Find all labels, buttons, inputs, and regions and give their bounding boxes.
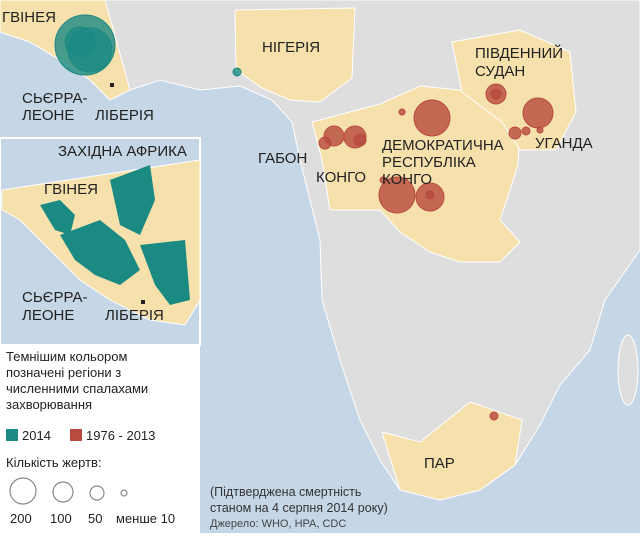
- legend-label: 2014: [22, 428, 51, 443]
- country-label: ПАР: [424, 455, 455, 472]
- country-label: ЛЕОНЕ: [22, 107, 74, 124]
- region: [60, 220, 140, 285]
- inset-label: ГВІНЕЯ: [44, 181, 98, 198]
- country-label: НІГЕРІЯ: [262, 39, 320, 56]
- note: станом на 4 серпня 2014 року): [210, 501, 388, 515]
- region: [40, 200, 75, 235]
- note: (Підтверджена смертність: [210, 485, 361, 499]
- outbreak-circle: [413, 99, 451, 137]
- outbreak-circle: [490, 88, 502, 100]
- outbreak-circle: [522, 97, 554, 129]
- size-circle: [9, 477, 37, 505]
- outbreak-circle: [536, 126, 544, 134]
- outbreak-circle: [508, 126, 522, 140]
- legend-label: 1976 - 2013: [86, 428, 155, 443]
- country-label: КОНГО: [382, 171, 432, 188]
- country-label: СУДАН: [475, 63, 525, 80]
- country-label: ГАБОН: [258, 150, 307, 167]
- country-label: ГВІНЕЯ: [2, 9, 56, 26]
- legend-description: захворювання: [6, 397, 92, 412]
- country-label: КОНГО: [316, 169, 366, 186]
- legend: [0, 345, 200, 533]
- outbreak-circles: [54, 14, 554, 421]
- outbreak-circle: [379, 176, 387, 184]
- size-label: 200: [10, 511, 32, 526]
- outbreak-circle: [318, 136, 332, 150]
- south-africa: [381, 401, 523, 501]
- country-label: СЬЄРРА-: [22, 90, 87, 107]
- size-circle: [120, 489, 128, 497]
- inset-label: СЬЄРРА-: [22, 289, 87, 306]
- legend-description: позначені регіони з: [6, 365, 121, 380]
- country-label: ПІВДЕННИЙ: [475, 44, 563, 62]
- legend-size-title: Кількість жертв:: [6, 455, 102, 470]
- legend-swatch: [70, 429, 82, 441]
- inset-label: ЛЕОНЕ: [22, 307, 74, 324]
- size-label: 100: [50, 511, 72, 526]
- outbreak-circle: [232, 67, 242, 77]
- source: Джерело: WHO, HPA, CDC: [210, 518, 346, 530]
- size-circle: [89, 485, 105, 501]
- madagascar: [617, 334, 639, 406]
- country-label: ЛІБЕРІЯ: [95, 107, 154, 124]
- country-label: ДЕМОКРАТИЧНА: [382, 137, 504, 154]
- inset-title: ЗАХІДНА АФРИКА: [58, 143, 187, 160]
- size-label: 50: [88, 511, 102, 526]
- outbreak-circle: [425, 190, 435, 200]
- size-label: менше 10: [116, 511, 175, 526]
- country-label: УГАНДА: [535, 135, 593, 152]
- size-circle: [52, 481, 74, 503]
- marker: [141, 300, 145, 304]
- marker: [110, 83, 114, 87]
- legend-description: численними спалахами: [6, 381, 148, 396]
- outbreak-circle: [489, 411, 499, 421]
- outbreak-circle: [378, 176, 416, 214]
- region: [110, 165, 155, 235]
- outbreak-circle: [398, 108, 406, 116]
- size-circles: [9, 477, 128, 505]
- region: [140, 240, 190, 305]
- legend-description: Темнішим кольором: [6, 349, 128, 364]
- country-label: РЕСПУБЛІКА: [382, 154, 476, 171]
- inset-label: ЛІБЕРІЯ: [105, 307, 164, 324]
- inset-regions: [40, 165, 190, 305]
- outbreak-circle: [64, 26, 96, 58]
- legend-swatch: [6, 429, 18, 441]
- outbreak-circle: [521, 126, 531, 136]
- outbreak-circle: [353, 133, 367, 147]
